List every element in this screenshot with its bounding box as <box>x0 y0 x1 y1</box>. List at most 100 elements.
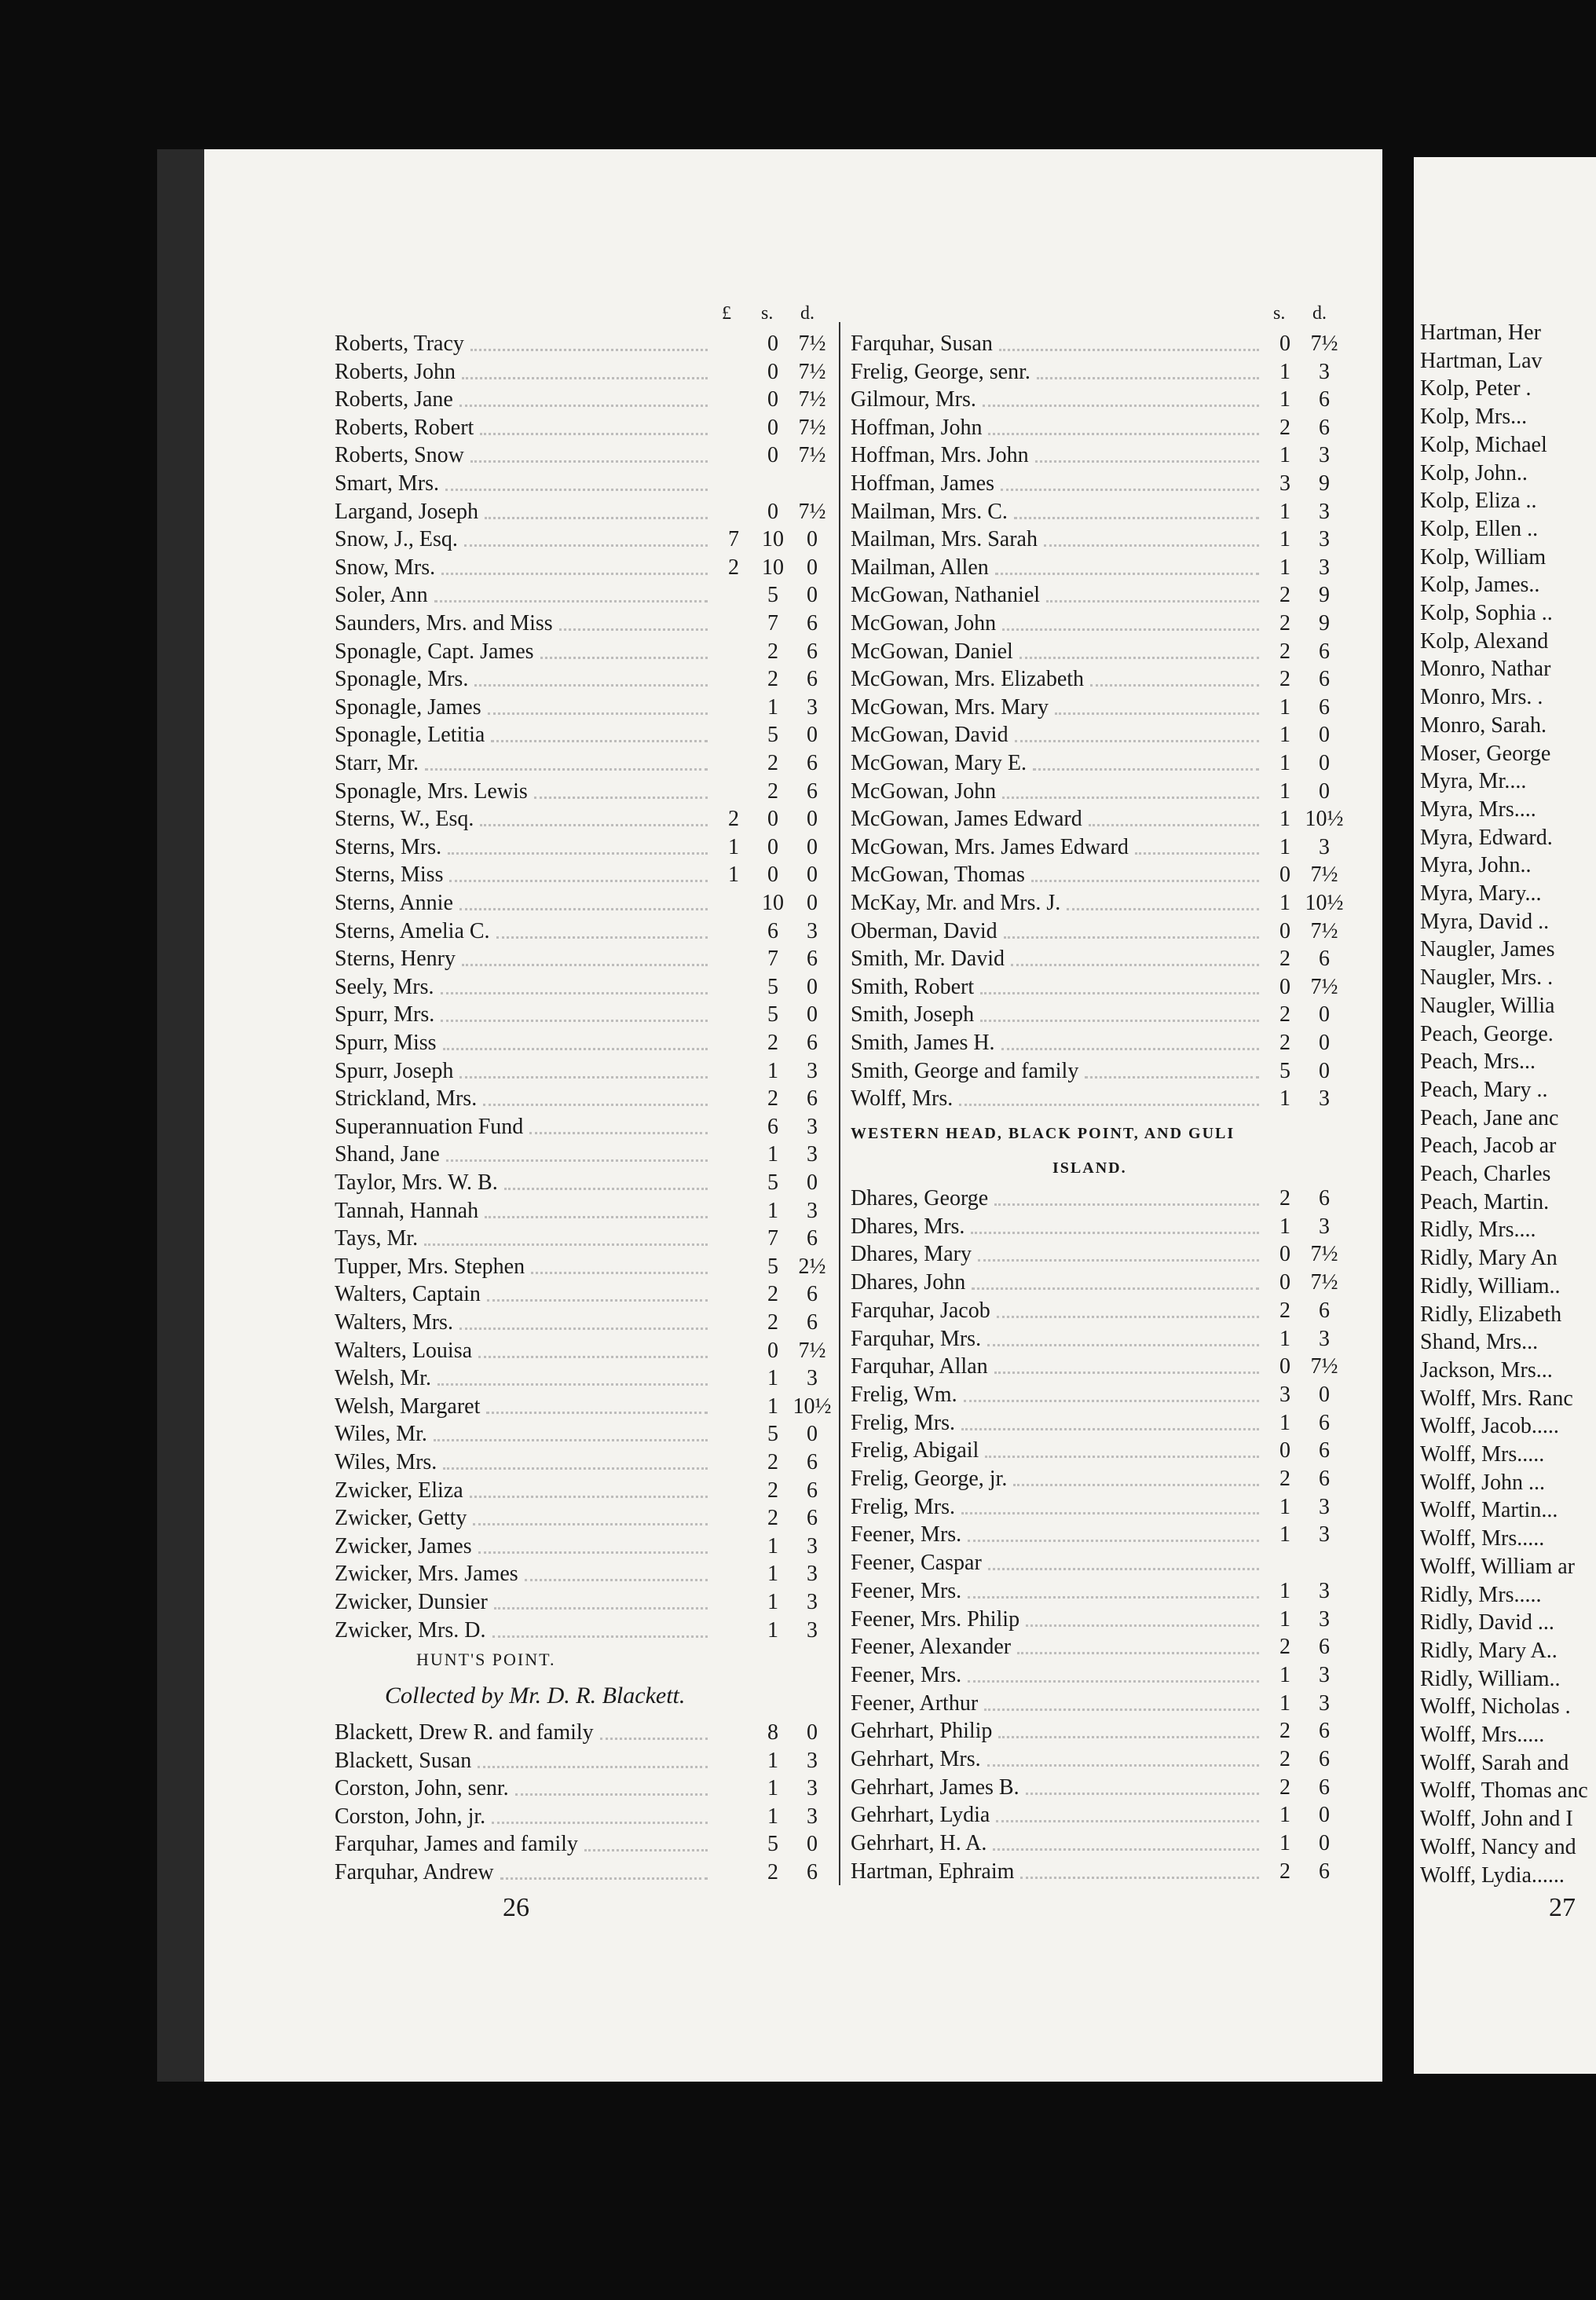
page-26: £ s. d. Roberts, Tracy 0 7½ Roberts, John 0 7½ Ro… <box>157 149 1382 2082</box>
amount-d: 6 <box>1319 1635 1330 1660</box>
entry-name: Moser, George <box>1420 741 1551 766</box>
dot-leader <box>994 1203 1259 1206</box>
entry: Feener, Caspar <box>851 1549 1344 1577</box>
entry: Roberts, Snow 0 7½ <box>335 441 832 470</box>
amount-d: 7½ <box>1310 331 1338 356</box>
entry-name: Farquhar, Andrew <box>335 1860 494 1884</box>
dot-leader <box>963 1399 1259 1402</box>
amount-s: 0 <box>767 499 778 524</box>
dot-leader <box>474 684 708 687</box>
entry: Roberts, John 0 7½ <box>335 358 832 386</box>
amount-s: 1 <box>1279 1326 1290 1351</box>
amount-s: 8 <box>767 1720 778 1745</box>
dot-leader <box>440 991 708 994</box>
entry: Snow, J., Esq. 7 10 0 <box>335 526 832 554</box>
dot-leader <box>1017 1652 1259 1655</box>
entry-name: Peach, Charles <box>1420 1162 1551 1186</box>
entry-name: Sponagle, Mrs. Lewis <box>335 778 528 804</box>
entry: Gehrhart, Philip 2 6 <box>851 1717 1344 1745</box>
entry-name: McKay, Mr. and Mrs. J. <box>851 891 1061 915</box>
entry: Farquhar, Andrew 2 6 <box>335 1859 832 1887</box>
amount-s: 2 <box>767 639 778 664</box>
entry-name: Wolff, John and I <box>1420 1807 1573 1832</box>
entry: Roberts, Jane 0 7½ <box>335 386 832 414</box>
amount-s: 2 <box>1279 1298 1290 1323</box>
amount-s: 1 <box>1279 1803 1290 1828</box>
entry-name: McGowan, Mrs. James Edward <box>851 834 1129 859</box>
dot-leader <box>531 1271 708 1274</box>
entry-name: Zwicker, Mrs. D. <box>335 1617 486 1643</box>
entry: Smith, Joseph 2 0 <box>851 1001 1344 1029</box>
entry-name: Wolff, Mrs..... <box>1420 1526 1545 1551</box>
dot-leader <box>968 1679 1259 1683</box>
entry-name: McGowan, James Edward <box>851 807 1082 832</box>
entry-name: Kolp, John.. <box>1420 460 1528 485</box>
amount-s: 0 <box>1279 1270 1290 1295</box>
entry-name: Soler, Ann <box>335 583 428 608</box>
entry-name: Ridly, Elizabeth <box>1420 1302 1562 1327</box>
entry-name: Smart, Mrs. <box>335 471 439 496</box>
entry: Spurr, Joseph 1 3 <box>335 1057 832 1086</box>
amount-s: 2 <box>767 1478 778 1503</box>
entry: Starr, Mr. 2 6 <box>335 749 832 778</box>
dot-leader <box>445 489 708 491</box>
amount-s: 1 <box>767 1533 778 1558</box>
entry-name: Monro, Nathar <box>1420 657 1551 682</box>
amount-d: 0 <box>807 1832 818 1857</box>
entry-name: Smith, James H. <box>851 1031 995 1055</box>
entry-name: Myra, Edward. <box>1420 825 1553 850</box>
entry: Zwicker, Getty 2 6 <box>335 1504 832 1533</box>
entry-name: Mailman, Mrs. Sarah <box>851 527 1038 552</box>
dot-leader <box>529 1131 708 1134</box>
entry-name: McGowan, Nathaniel <box>851 583 1041 608</box>
entry: Zwicker, Eliza 2 6 <box>335 1477 832 1505</box>
amount-d: 6 <box>807 1226 818 1251</box>
amount-d: 7½ <box>1310 1270 1338 1295</box>
entry: McGowan, John 1 0 <box>851 778 1344 806</box>
dot-leader <box>1030 880 1259 883</box>
amount-d: 6 <box>807 1506 818 1531</box>
amount-d: 3 <box>807 1562 818 1587</box>
entry-name: Ridly, William.. <box>1420 1666 1561 1691</box>
entry-name: Peach, Mary .. <box>1420 1077 1548 1102</box>
dot-leader <box>1011 964 1259 967</box>
amount-d: 3 <box>807 1058 818 1083</box>
amount-s: 7 <box>767 611 778 635</box>
amount-s: 5 <box>1279 1058 1290 1083</box>
amount-d: 7½ <box>1310 862 1338 888</box>
amount-s: 1 <box>767 1776 778 1801</box>
dot-leader <box>493 1607 708 1610</box>
amount-d: 6 <box>1319 1438 1330 1463</box>
entry: Smith, Robert 0 7½ <box>851 973 1344 1002</box>
dot-leader <box>459 405 708 408</box>
entry-name: Wolff, Mrs. <box>851 1086 954 1112</box>
amount-s: 1 <box>1279 891 1290 915</box>
entry: Mailman, Allen 1 3 <box>851 554 1344 582</box>
amount-s: 1 <box>1279 387 1290 412</box>
entry-name: Monro, Sarah. <box>1420 712 1547 738</box>
amount-d: 6 <box>1319 1186 1330 1210</box>
amount-d: 7½ <box>798 387 826 412</box>
entry-name: Farquhar, Allan <box>851 1354 988 1379</box>
dot-leader <box>486 1411 708 1414</box>
dot-leader <box>987 1568 1259 1571</box>
amount-d: 3 <box>1319 1494 1330 1519</box>
entry-name: Ridly, Mary A.. <box>1420 1638 1558 1663</box>
amount-d: 3 <box>1319 359 1330 384</box>
amount-d: 7½ <box>1310 1354 1338 1379</box>
dot-leader <box>980 991 1259 994</box>
entry-name: Zwicker, Getty <box>335 1506 467 1531</box>
dot-leader <box>469 1495 708 1498</box>
section-heading: ISLAND. <box>1052 1159 1127 1177</box>
dot-leader <box>441 572 708 575</box>
dot-leader <box>463 544 708 548</box>
dot-leader <box>980 1020 1259 1023</box>
entry-name: Feener, Caspar <box>851 1551 982 1576</box>
entry: Farquhar, Jacob 2 6 <box>851 1297 1344 1325</box>
entry: Frelig, George, jr. 2 6 <box>851 1465 1344 1493</box>
dot-leader <box>1043 544 1259 548</box>
entry-name: Frelig, Mrs. <box>851 1410 955 1435</box>
amount-s: 1 <box>1279 807 1290 832</box>
dot-leader <box>492 1635 708 1638</box>
amount-s: 2 <box>767 751 778 775</box>
